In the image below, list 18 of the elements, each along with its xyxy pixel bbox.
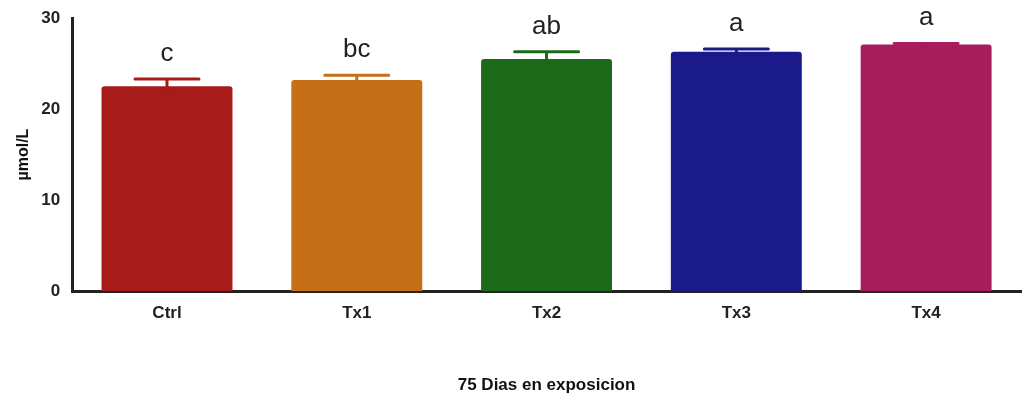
- y-tick-label: 0: [50, 280, 61, 300]
- bar: [670, 51, 802, 292]
- annotation: c: [160, 37, 174, 68]
- annotation: bc: [343, 33, 371, 64]
- x-tick-label: Tx1: [342, 303, 372, 323]
- x-tick-label: Tx2: [531, 303, 562, 323]
- x-axis-title: 75 Dias en exposicion: [457, 375, 636, 395]
- annotation: a: [729, 6, 745, 37]
- y-tick-label: 10: [41, 189, 61, 209]
- y-tick-label: 30: [41, 7, 61, 27]
- x-tick-label: Ctrl: [152, 303, 182, 323]
- annotation: ab: [532, 9, 562, 40]
- y-axis-title: µmol/L: [14, 128, 32, 181]
- bar: [860, 44, 992, 292]
- x-tick-label: Tx3: [721, 303, 751, 323]
- x-tick-label: Tx4: [911, 303, 942, 323]
- annotation: a: [918, 1, 934, 32]
- y-tick-label: 20: [41, 98, 61, 118]
